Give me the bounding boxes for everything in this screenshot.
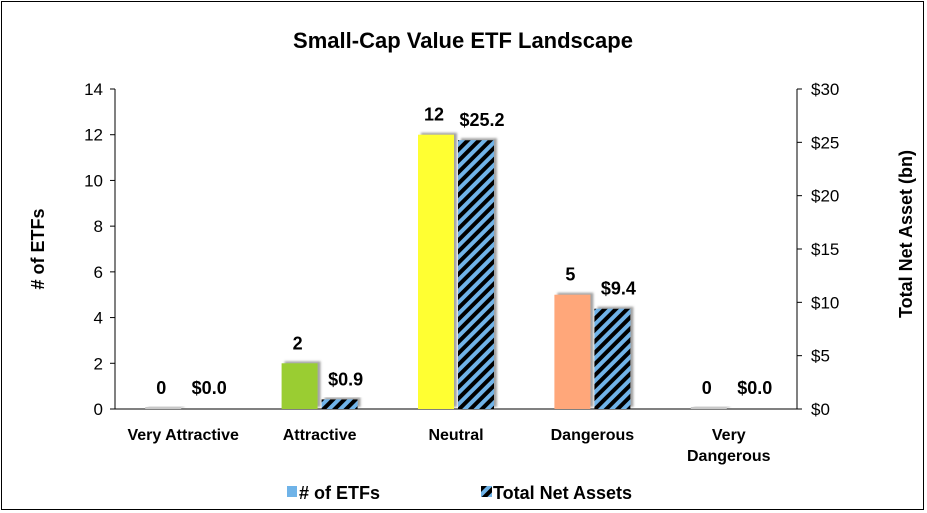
category-label-line: Neutral <box>428 427 483 444</box>
right-tick-label: $30 <box>811 80 839 99</box>
left-tick-label: 2 <box>94 354 103 373</box>
data-label-net-assets: $0.0 <box>737 378 772 398</box>
left-tick-label: 8 <box>94 217 103 236</box>
category-label: Very Attractive <box>127 427 239 444</box>
legend-swatch-etfs <box>287 486 297 497</box>
bar-net-assets <box>321 399 358 409</box>
chart-title: Small-Cap Value ETF Landscape <box>293 28 633 53</box>
category-label-line: Very <box>712 427 746 444</box>
data-label-net-assets: $0.9 <box>328 369 363 389</box>
right-tick-label: $20 <box>811 187 839 206</box>
category-label-line: Very Attractive <box>127 427 239 444</box>
category-label-line: Dangerous <box>551 427 635 444</box>
bar-etf-count <box>418 134 454 409</box>
bar-net-assets <box>594 308 631 409</box>
category-label-line: Attractive <box>283 427 357 444</box>
data-label-etf-count: 12 <box>424 105 444 125</box>
legend-label-etfs: # of ETFs <box>299 483 380 503</box>
left-axis-ticks: 0 2 4 6 8 10 12 14 <box>84 80 115 419</box>
data-label-etf-count: 0 <box>156 378 166 398</box>
left-tick-label: 0 <box>94 400 103 419</box>
left-axis-title: # of ETFs <box>28 208 48 289</box>
left-tick-label: 14 <box>84 80 103 99</box>
left-tick-label: 4 <box>94 309 103 328</box>
left-tick-label: 6 <box>94 263 103 282</box>
legend-swatch-assets <box>481 486 492 497</box>
bar-etf-count <box>554 294 591 409</box>
right-tick-label: $0 <box>811 400 830 419</box>
bar-etf-count <box>690 407 727 409</box>
left-tick-label: 10 <box>84 171 103 190</box>
right-tick-label: $5 <box>811 347 830 366</box>
left-tick-label: 12 <box>84 126 103 145</box>
data-label-etf-count: 0 <box>702 378 712 398</box>
bar-net-assets <box>458 140 494 409</box>
category-label-line: Dangerous <box>687 448 771 465</box>
data-label-net-assets: $25.2 <box>459 110 504 130</box>
right-axis-title: Total Net Asset (bn) <box>896 150 916 318</box>
data-label-net-assets: $9.4 <box>601 279 636 299</box>
category-label: Very Dangerous <box>687 427 771 465</box>
category-label: Attractive <box>283 427 357 444</box>
bar-etf-count <box>145 407 182 409</box>
data-label-etf-count: 5 <box>565 265 575 285</box>
data-label-etf-count: 2 <box>293 333 303 353</box>
category-labels-group: Very Attractive Attractive Neutral Dangerou… <box>127 427 770 465</box>
data-labels-group: 0 $0.0 2 $0.9 12 $25.2 5 $9.4 0 $0.0 <box>156 105 772 398</box>
bar-etf-count <box>281 363 318 409</box>
legend-label-assets: Total Net Assets <box>493 483 632 503</box>
data-label-net-assets: $0.0 <box>192 378 227 398</box>
right-tick-label: $25 <box>811 133 839 152</box>
right-axis-ticks: $0 $5 $10 $15 $20 $25 $30 <box>797 80 839 419</box>
category-label: Neutral <box>428 427 483 444</box>
right-tick-label: $10 <box>811 293 839 312</box>
right-tick-label: $15 <box>811 240 839 259</box>
bars-group <box>145 134 727 409</box>
category-label: Dangerous <box>551 427 635 444</box>
